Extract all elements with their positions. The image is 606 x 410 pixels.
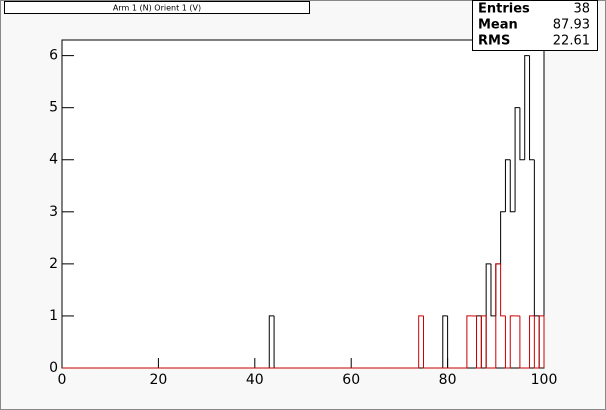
x-tick-label: 60 [342,372,360,388]
chart-title: Arm 1 (N) Orient 1 (V) [113,4,201,13]
stats-value: 38 [573,2,590,17]
histogram-bin [529,55,535,161]
histogram-bin [519,315,525,369]
histogram-bin [490,263,496,317]
histogram-bin [524,55,530,160]
y-tick-label: 5 [49,100,58,116]
histogram-bin [504,315,511,369]
histogram-bin [529,315,535,368]
stats-value: 87.93 [553,18,590,33]
y-tick-label: 4 [49,152,58,168]
histogram-bin [514,107,520,212]
stats-label: Mean [478,18,518,33]
histogram-bin [442,315,448,368]
histogram-bin [423,315,429,369]
histogram-bin [500,211,506,264]
y-tick-label: 2 [49,256,58,272]
histogram-bin [466,315,472,368]
x-tick-label: 40 [246,372,264,388]
histogram-bin [418,315,424,368]
stats-value: 22.61 [553,34,590,49]
histogram-bin [495,263,501,368]
x-tick-label: 100 [531,372,558,388]
x-tick-label: 80 [439,372,457,388]
histogram-bin [476,315,482,369]
histogram-bin [480,315,487,368]
histogram-bin [509,315,516,368]
y-tick-label: 3 [49,204,58,220]
stats-label: RMS [478,34,510,49]
histogram-bin [268,315,275,368]
stats-label: Entries [478,2,530,17]
frame [61,39,545,369]
title-box [4,1,310,14]
histogram-bin [504,159,511,212]
histogram-bin [500,263,506,317]
histogram-bin [519,107,525,161]
y-tick-label: 0 [49,360,58,376]
histogram-bin [509,159,516,213]
x-tick-label: 20 [149,372,167,388]
y-tick-label: 1 [49,308,58,324]
y-tick-label: 6 [49,48,58,64]
histogram-bin [538,315,545,368]
histogram-bin [485,315,491,369]
histogram-bin [533,315,540,369]
x-tick-label: 0 [58,372,67,388]
stats-box [472,0,598,51]
